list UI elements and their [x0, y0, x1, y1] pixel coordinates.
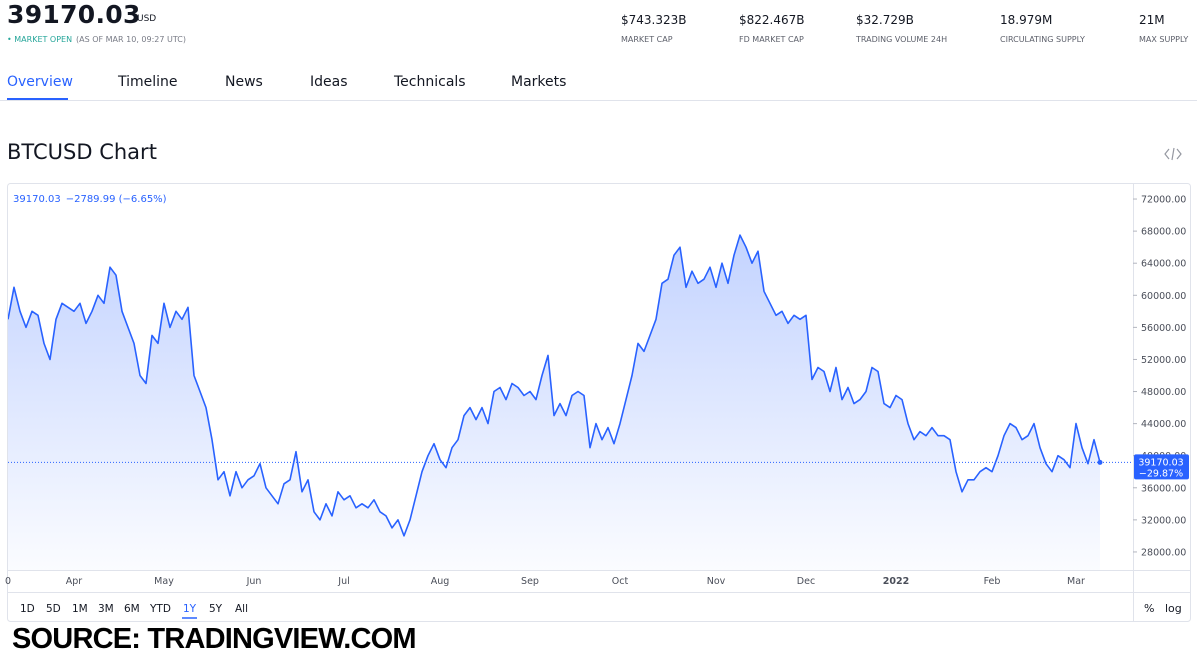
section-title: BTCUSD Chart [7, 140, 157, 164]
market-status: • MARKET OPEN [7, 35, 72, 44]
x-tick-label: Dec [797, 576, 815, 587]
as-of: (AS OF MAR 10, 09:27 UTC) [76, 35, 186, 44]
range-button[interactable]: 1Y [183, 603, 197, 615]
status-text: MARKET OPEN [14, 35, 73, 44]
x-tick-label: Mar [1067, 576, 1085, 587]
chart-frame [7, 183, 1191, 622]
embed-icon[interactable] [1163, 146, 1183, 162]
tab-underline [7, 98, 68, 100]
tab[interactable]: Technicals [394, 74, 466, 90]
range-button[interactable]: 6M [124, 603, 140, 615]
x-tick-label: Jul [337, 576, 349, 587]
x-tick-label: 2022 [883, 576, 909, 587]
range-button[interactable]: 1M [72, 603, 88, 615]
scale-button[interactable]: % [1144, 602, 1154, 615]
price: 39170.03 [7, 0, 141, 29]
y-tick-label: 36000.00 [1141, 483, 1186, 494]
y-tick-label: 28000.00 [1141, 547, 1186, 558]
stat-label: MAX SUPPLY [1139, 35, 1189, 44]
x-tick-label: Aug [431, 576, 450, 587]
range-button[interactable]: All [235, 603, 248, 615]
legend-price: 39170.03 [13, 194, 61, 205]
x-tick-label: Nov [707, 576, 726, 587]
x-tick-label: 0 [5, 576, 11, 587]
last-price-label: 39170.03 [1138, 457, 1183, 468]
stat-label: FD MARKET CAP [739, 35, 804, 44]
y-tick-label: 44000.00 [1141, 419, 1186, 430]
stat-value: 21M [1139, 13, 1165, 27]
range-button[interactable]: 3M [98, 603, 114, 615]
range-button[interactable]: YTD [149, 603, 171, 615]
range-button[interactable]: 5Y [209, 603, 223, 615]
stat-value: $32.729B [856, 13, 914, 27]
y-tick-label: 32000.00 [1141, 515, 1186, 526]
y-tick-label: 72000.00 [1141, 195, 1186, 206]
price-line [8, 234, 1101, 537]
legend-change: −2789.99 (−6.65%) [66, 194, 167, 205]
tab[interactable]: News [225, 74, 263, 90]
x-tick-label: Jun [246, 576, 262, 587]
legend: 39170.03 −2789.99 (−6.65%) [13, 194, 167, 205]
stat-value: 18.979M [1000, 13, 1053, 27]
y-tick-label: 52000.00 [1141, 355, 1186, 366]
tab[interactable]: Overview [7, 74, 73, 90]
source: SOURCE: TRADINGVIEW.COM [12, 623, 417, 655]
x-tick-label: Sep [521, 576, 539, 587]
range-button[interactable]: 5D [46, 603, 61, 615]
y-tick-label: 56000.00 [1141, 323, 1186, 334]
range-button[interactable]: 1D [20, 603, 35, 615]
last-change-label: −29.87% [1139, 468, 1183, 479]
plot [8, 234, 1101, 570]
tab[interactable]: Markets [511, 74, 567, 90]
tab[interactable]: Ideas [310, 74, 348, 90]
scale-button[interactable]: log [1165, 602, 1182, 615]
tab-divider [0, 100, 1197, 101]
y-tick-label: 64000.00 [1141, 259, 1186, 270]
status-dot: • [7, 35, 15, 44]
stat-label: MARKET CAP [621, 35, 673, 44]
last-price-box [1134, 454, 1189, 480]
x-tick-label: Feb [984, 576, 1001, 587]
last-point [1097, 459, 1103, 465]
y-tick-label: 68000.00 [1141, 227, 1186, 238]
stat-label: TRADING VOLUME 24H [856, 35, 948, 44]
y-tick-label: 48000.00 [1141, 387, 1186, 398]
x-tick-label: May [154, 576, 174, 587]
currency: USD [137, 14, 157, 24]
stat-value: $822.467B [739, 13, 805, 27]
x-tick-label: Apr [66, 576, 83, 587]
tab[interactable]: Timeline [118, 74, 178, 90]
x-tick-label: Oct [612, 576, 629, 587]
y-tick-label: 60000.00 [1141, 291, 1186, 302]
stat-label: CIRCULATING SUPPLY [1000, 35, 1085, 44]
stat-value: $743.323B [621, 13, 687, 27]
price-area [8, 235, 1100, 570]
